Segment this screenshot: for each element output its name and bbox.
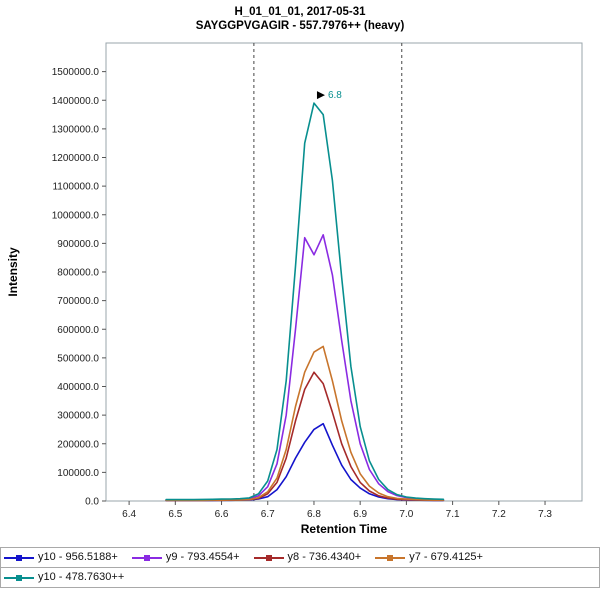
legend-label: y7 - 679.4125+ — [409, 551, 483, 564]
x-tick-label: 7.2 — [492, 509, 506, 520]
y-tick-label: 1300000.0 — [52, 124, 100, 135]
x-tick-label: 7.0 — [399, 509, 413, 520]
x-tick-label: 6.5 — [168, 509, 182, 520]
y-tick-label: 700000.0 — [57, 296, 99, 307]
x-tick-label: 6.9 — [353, 509, 367, 520]
x-tick-label: 6.8 — [307, 509, 321, 520]
legend-line-sample — [4, 553, 34, 563]
legend-item: y9 - 793.4554+ — [131, 548, 240, 567]
legend-line-sample — [253, 553, 284, 563]
legend-label: y10 - 956.5188+ — [38, 551, 118, 564]
legend-label: y10 - 478.7630++ — [38, 571, 125, 584]
y-tick-label: 1000000.0 — [52, 210, 100, 221]
legend-label: y8 - 736.4340+ — [287, 551, 362, 564]
chromatogram-plot[interactable]: 0.0 100000.0 200000.0 300000.0 400000.0 50000… — [0, 33, 600, 545]
y-axis-label: Intensity — [6, 247, 20, 297]
y-tick-label: 1400000.0 — [52, 96, 100, 107]
x-tick-label: 6.6 — [215, 509, 229, 520]
y-tick-label: 1100000.0 — [52, 182, 99, 193]
legend-item: y8 - 736.4340+ — [253, 548, 362, 567]
y-tick-label: 900000.0 — [57, 239, 99, 250]
legend-item: y10 - 956.5188+ — [4, 548, 118, 567]
x-tick-label: 6.4 — [122, 509, 136, 520]
y-tick-label: 400000.0 — [57, 382, 99, 393]
y-tick-label: 100000.0 — [57, 468, 99, 479]
y-tick-label: 200000.0 — [57, 439, 99, 450]
x-tick-label: 7.1 — [446, 509, 460, 520]
legend: y10 - 956.5188+ y9 - 793.4554+ y8 - 736.43… — [0, 547, 600, 588]
x-axis-label: Retention Time — [301, 522, 388, 536]
legend-row-1: y10 - 956.5188+ y9 - 793.4554+ y8 - 736.43… — [1, 548, 599, 567]
y-tick-label: 500000.0 — [57, 353, 99, 364]
plot-frame — [105, 42, 583, 502]
legend-row-2: y10 - 478.7630++ — [1, 567, 599, 587]
y-tick-label: 800000.0 — [57, 268, 99, 279]
legend-label: y9 - 793.4554+ — [165, 551, 240, 564]
legend-line-sample — [4, 573, 34, 583]
chart-title: H_01_01_01, 2017-05-31 — [234, 6, 366, 18]
legend-item: y7 - 679.4125+ — [375, 548, 483, 567]
x-tick-label: 6.7 — [261, 509, 275, 520]
peak-annotation-arrow — [316, 91, 325, 100]
chart-subtitle: SAYGGPVGAGIR - 557.7976++ (heavy) — [195, 20, 405, 32]
peak-annotation-label: 6.8 — [328, 90, 342, 101]
y-tick-label: 1200000.0 — [52, 153, 100, 164]
legend-line-sample — [131, 553, 162, 563]
y-tick-label: 300000.0 — [57, 411, 99, 422]
series-line-4 — [165, 102, 445, 501]
y-tick-label: 1500000.0 — [52, 67, 100, 78]
legend-item: y10 - 478.7630++ — [4, 568, 124, 587]
x-tick-label: 7.3 — [538, 509, 552, 520]
y-tick-label: 600000.0 — [57, 325, 99, 336]
chart-header: H_01_01_01, 2017-05-31 SAYGGPVGAGIR - 55… — [0, 0, 600, 33]
legend-line-sample — [375, 553, 406, 563]
y-tick-label: 0.0 — [85, 497, 99, 508]
